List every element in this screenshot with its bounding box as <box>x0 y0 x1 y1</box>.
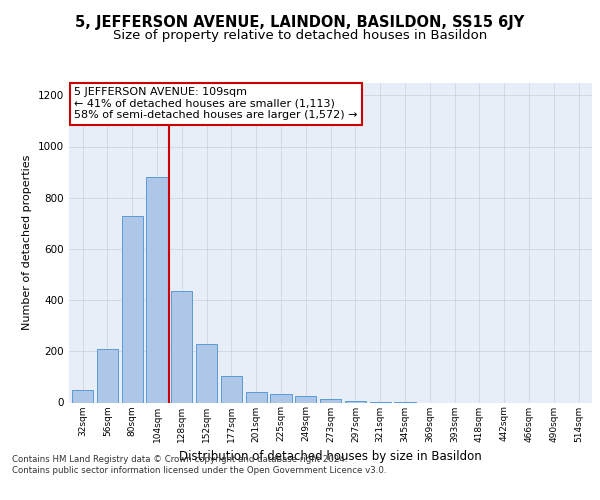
Text: Contains public sector information licensed under the Open Government Licence v3: Contains public sector information licen… <box>12 466 386 475</box>
Bar <box>146 177 167 402</box>
Bar <box>320 398 341 402</box>
Bar <box>72 390 93 402</box>
Bar <box>171 291 193 403</box>
Bar <box>221 376 242 402</box>
Bar <box>97 348 118 403</box>
Bar <box>345 401 366 402</box>
Bar <box>295 396 316 402</box>
Bar <box>122 216 143 402</box>
Text: 5, JEFFERSON AVENUE, LAINDON, BASILDON, SS15 6JY: 5, JEFFERSON AVENUE, LAINDON, BASILDON, … <box>76 15 524 30</box>
Text: 5 JEFFERSON AVENUE: 109sqm
← 41% of detached houses are smaller (1,113)
58% of s: 5 JEFFERSON AVENUE: 109sqm ← 41% of deta… <box>74 88 358 120</box>
Bar <box>271 394 292 402</box>
Bar <box>196 344 217 402</box>
Y-axis label: Number of detached properties: Number of detached properties <box>22 155 32 330</box>
Text: Contains HM Land Registry data © Crown copyright and database right 2024.: Contains HM Land Registry data © Crown c… <box>12 455 347 464</box>
X-axis label: Distribution of detached houses by size in Basildon: Distribution of detached houses by size … <box>179 450 482 463</box>
Bar <box>245 392 267 402</box>
Text: Size of property relative to detached houses in Basildon: Size of property relative to detached ho… <box>113 29 487 42</box>
